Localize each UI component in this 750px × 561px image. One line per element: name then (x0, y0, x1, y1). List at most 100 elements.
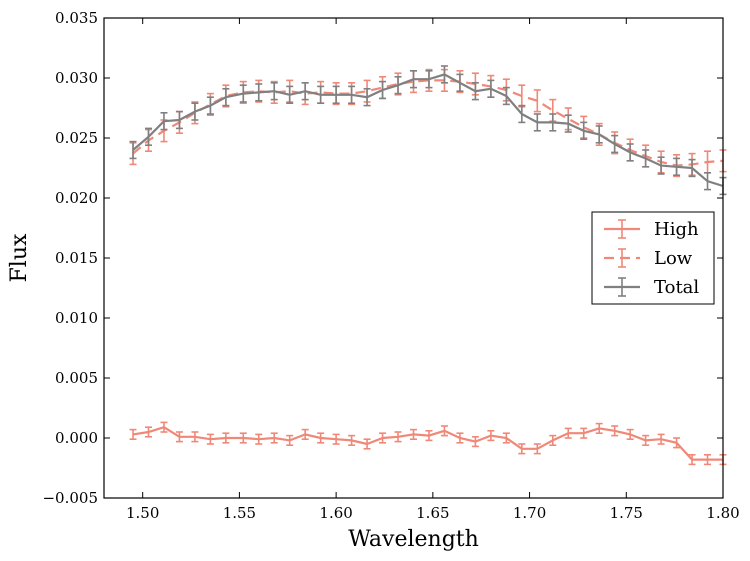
error-bar (270, 432, 278, 444)
error-bar (379, 432, 387, 444)
error-bar (410, 428, 417, 441)
x-axis-label: Wavelength (348, 527, 479, 552)
error-bar (425, 70, 433, 89)
legend-label: Total (654, 277, 699, 298)
error-bar (175, 110, 183, 130)
error-bar (191, 431, 199, 443)
error-bar (379, 80, 387, 100)
error-bar (626, 428, 634, 441)
y-tick-label: 0.015 (55, 249, 98, 267)
error-bar (425, 429, 433, 442)
error-bar (533, 113, 541, 132)
error-bar (160, 112, 168, 131)
series-high (129, 421, 727, 466)
error-bar (301, 428, 309, 441)
error-bar (549, 113, 557, 132)
error-bar (518, 104, 526, 124)
error-bar (363, 438, 371, 450)
y-tick-label: 0.010 (55, 309, 98, 327)
error-bar (502, 86, 510, 106)
legend-label: High (654, 219, 699, 240)
series-line-low (132, 79, 724, 167)
error-bar (286, 434, 294, 447)
x-tick-label: 1.50 (126, 504, 159, 522)
error-bar (518, 443, 526, 455)
legend-entry-low: Low (604, 248, 693, 269)
error-bar (533, 89, 541, 113)
y-tick-label: 0.005 (55, 369, 98, 387)
error-bar (704, 453, 712, 466)
error-bar (348, 85, 356, 104)
series-layer (129, 65, 727, 466)
error-bar (301, 82, 309, 101)
error-bar (363, 88, 371, 107)
error-bar (456, 432, 464, 444)
legend: High Low Total (591, 211, 715, 305)
error-bar (160, 421, 168, 433)
error-bar (394, 76, 402, 95)
error-bar (704, 172, 712, 191)
error-bar (239, 432, 247, 444)
error-bar (580, 427, 588, 439)
y-tick-label: −0.005 (42, 489, 98, 507)
error-bar (487, 429, 495, 442)
x-tick-label: 1.60 (319, 504, 352, 522)
x-tick-label: 1.55 (223, 504, 256, 522)
error-bar (239, 84, 247, 103)
error-bar (410, 70, 417, 89)
tick-layer: 1.50 1.55 1.60 1.65 1.70 1.75 1.80 −0.005 0.000 0… (42, 9, 739, 522)
series-line-high (132, 426, 723, 461)
error-bar (206, 433, 214, 445)
error-bar (222, 432, 230, 444)
error-bar (286, 85, 294, 104)
error-bar (144, 426, 152, 438)
y-tick-label: 0.035 (55, 9, 98, 27)
x-tick-label: 1.75 (610, 504, 643, 522)
error-bar (394, 431, 402, 443)
legend-entry-high: High (604, 219, 699, 240)
error-bar (580, 121, 588, 140)
error-bar (549, 434, 557, 447)
error-bar (595, 125, 603, 144)
error-bar (270, 82, 278, 101)
series-total (129, 65, 727, 196)
x-tick-label: 1.70 (513, 504, 546, 522)
error-bar (502, 432, 510, 444)
error-bar (191, 102, 199, 121)
error-bar (317, 432, 325, 444)
error-bar (642, 434, 650, 447)
error-bar (595, 422, 603, 435)
y-tick-label: 0.000 (55, 429, 98, 447)
legend-label: Low (654, 248, 693, 269)
error-bar (332, 85, 340, 104)
y-tick-label: 0.025 (55, 129, 98, 147)
x-tick-label: 1.65 (416, 504, 449, 522)
error-bar (332, 433, 340, 445)
error-bar (129, 428, 137, 441)
error-bar (440, 425, 448, 437)
series-low (129, 68, 727, 178)
error-bar (440, 65, 448, 84)
error-bar (642, 149, 650, 168)
error-bar (144, 127, 152, 146)
error-bar (688, 453, 696, 466)
error-bar (626, 143, 634, 162)
error-bar (657, 433, 665, 445)
error-bar (673, 437, 681, 449)
error-bar (564, 114, 572, 133)
legend-entry-total: Total (604, 277, 699, 298)
y-tick-label: 0.030 (55, 69, 98, 87)
error-bar (564, 427, 572, 439)
error-bar (206, 96, 214, 115)
error-bar (175, 431, 183, 443)
error-bar (471, 82, 479, 101)
error-bar (611, 134, 619, 154)
y-axis-label: Flux (7, 233, 32, 282)
error-bar (611, 425, 619, 437)
error-bar (533, 443, 541, 455)
error-bar (673, 157, 681, 176)
error-bar (317, 85, 325, 104)
error-bar (456, 73, 464, 92)
error-bar (222, 88, 230, 107)
